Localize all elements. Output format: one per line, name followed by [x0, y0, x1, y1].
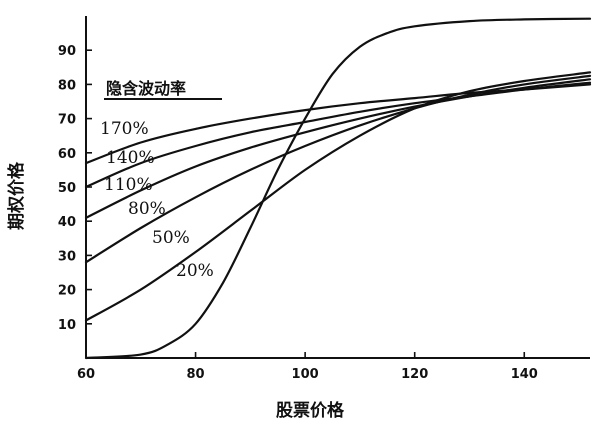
y-tick-label: 30: [58, 249, 76, 264]
series-label: 110%: [104, 175, 153, 195]
curves-layer: [84, 17, 592, 360]
x-tick-label: 120: [401, 367, 428, 382]
series-label: 80%: [128, 199, 166, 219]
y-tick-label: 60: [58, 147, 76, 162]
y-tick-label: 90: [58, 44, 76, 59]
x-tick-label: 60: [77, 367, 95, 382]
x-tick-label: 140: [511, 367, 538, 382]
series-label: 50%: [152, 228, 190, 248]
axes-layer: 10 20 30 40 50 60 70 80 90 60 80 100 120 140: [58, 16, 590, 382]
series-line-80pct: [84, 74, 592, 264]
y-tick-label: 80: [58, 78, 76, 93]
x-axis-title: 股票价格: [276, 400, 345, 421]
y-tick-label: 50: [58, 181, 76, 196]
legend-title: 隐含波动率: [106, 79, 186, 98]
y-tick-label: 20: [58, 284, 76, 299]
y-tick-label: 40: [58, 215, 76, 230]
series-line-50pct: [84, 71, 592, 322]
labels-layer: 170% 140% 110% 80% 50% 20%: [100, 119, 214, 281]
series-label: 170%: [100, 119, 149, 139]
series-line-20pct: [84, 17, 592, 360]
series-line-110pct: [84, 78, 592, 219]
series-label: 20%: [176, 261, 214, 281]
x-tick-label: 100: [292, 367, 319, 382]
y-tick-label: 10: [58, 318, 76, 333]
y-tick-label: 70: [58, 113, 76, 128]
series-label: 140%: [106, 148, 155, 168]
x-tick-label: 80: [187, 367, 205, 382]
y-axis-title: 期权价格: [6, 161, 27, 230]
